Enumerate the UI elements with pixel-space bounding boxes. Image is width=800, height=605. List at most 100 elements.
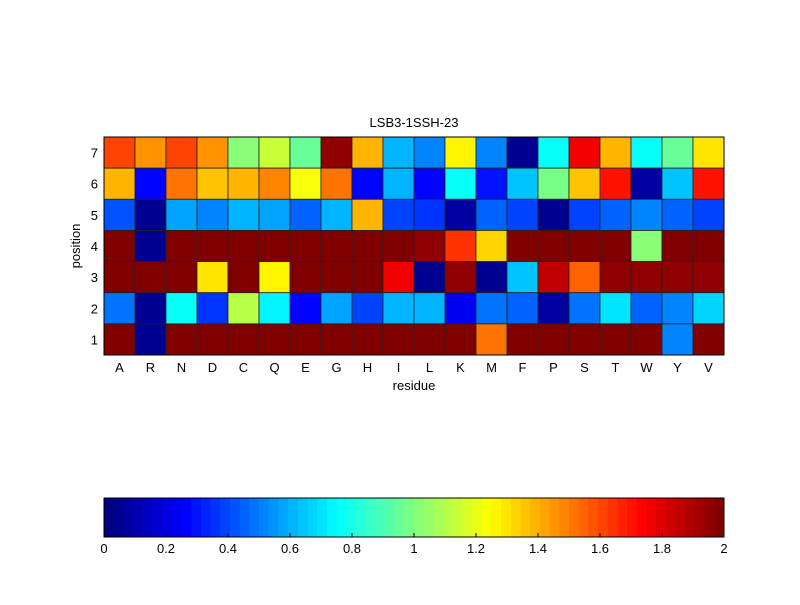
heatmap-cell [506,230,539,262]
heatmap-cell [320,167,353,200]
colorbar-swatch [588,498,599,537]
y-tick-label: 6 [91,177,98,192]
y-tick-label: 1 [91,332,98,347]
colorbar-swatch [481,498,492,537]
colorbar-swatch [317,498,328,537]
colorbar-swatch [704,498,715,537]
colorbar-swatch [685,498,696,537]
heatmap-cell [630,136,663,169]
colorbar-swatch [675,498,686,537]
heatmap-cell [258,292,291,325]
heatmap-cell [568,292,601,325]
colorbar-swatch [549,498,560,537]
colorbar-swatch [200,498,212,537]
heatmap-cell [165,230,198,262]
heatmap-cell [289,136,322,169]
colorbar-tick-label: 0.2 [157,541,175,556]
colorbar-swatch [578,498,589,537]
heatmap-cell [382,230,415,262]
heatmap-cell [506,323,539,356]
heatmap-cell [568,167,601,200]
heatmap-cell [382,261,415,294]
colorbar-swatch [239,498,250,537]
colorbar-swatch [627,498,638,537]
heatmap-cell [413,261,446,294]
x-tick-label: V [704,360,713,375]
heatmap-cell [258,167,291,200]
colorbar-swatch [491,498,502,537]
heatmap-cell [103,198,136,231]
colorbar-tick-label: 0.6 [281,541,299,556]
colorbar-swatch [462,498,473,537]
heatmap-cell [475,198,508,231]
heatmap-cell [258,261,291,294]
colorbar-swatch [336,498,347,537]
heatmap-cell [692,323,725,356]
heatmap-cell [599,323,632,356]
heatmap-cells [103,136,725,356]
heatmap-cell [351,167,384,200]
heatmap-cell [599,261,632,294]
heatmap-cell [320,230,353,262]
heatmap-cell [258,198,291,231]
heatmap-cell [599,136,632,169]
colorbar-swatch [162,498,173,537]
colorbar-swatch [433,498,444,537]
heatmap-cell [227,198,260,231]
heatmap-cell [568,323,601,356]
heatmap-cell [227,136,260,169]
heatmap-cell [196,292,229,325]
heatmap-cell [196,261,229,294]
colorbar-swatch [297,498,308,537]
heatmap-cell [661,198,694,231]
heatmap-cell [630,167,663,200]
heatmap-cell [475,292,508,325]
heatmap-cell [599,167,632,200]
heatmap-cell [661,167,694,200]
heatmap-cell [413,323,446,356]
colorbar-tick-label: 0 [100,541,107,556]
heatmap-cell [661,323,694,356]
heatmap-cell [568,136,601,169]
heatmap-cell [289,198,322,231]
colorbar-swatch [181,498,192,537]
y-tick-label: 4 [91,239,98,254]
heatmap-cell [227,230,260,262]
heatmap-cell [289,261,322,294]
heatmap-cell [134,323,167,356]
heatmap-cell [537,323,570,356]
heatmap-cell [227,167,260,200]
heatmap-cell [227,292,260,325]
colorbar-tick-label: 1.2 [467,541,485,556]
colorbar-swatch [404,498,415,537]
x-tick-label: Y [673,360,682,375]
colorbar [103,497,725,538]
heatmap-cell [475,136,508,169]
colorbar-swatch [326,498,337,537]
heatmap-cell [661,136,694,169]
x-tick-label: D [208,360,217,375]
heatmap-cell [537,292,570,325]
heatmap-cell [506,167,539,200]
heatmap-cell [506,261,539,294]
heatmap-cell [692,230,725,262]
colorbar-swatch [714,498,725,537]
heatmap-cell [630,230,663,262]
colorbar-swatch [142,498,153,537]
x-tick-label: Q [269,360,279,375]
heatmap-cell [227,323,260,356]
heatmap-cell [289,167,322,200]
x-axis-label: residue [393,378,436,393]
heatmap-cell [630,198,663,231]
colorbar-swatch [472,498,483,537]
heatmap-cell [320,198,353,231]
heatmap-cell [165,261,198,294]
heatmap-cell [475,323,508,356]
colorbar-swatch [443,498,454,537]
heatmap-cell [320,323,353,356]
y-tick-label: 7 [91,146,98,161]
colorbar-swatch [569,498,580,537]
colorbar-swatch [220,498,231,537]
y-tick-labels: 7 6 5 4 3 2 1 [91,146,98,348]
colorbar-tick-label: 2 [720,541,727,556]
